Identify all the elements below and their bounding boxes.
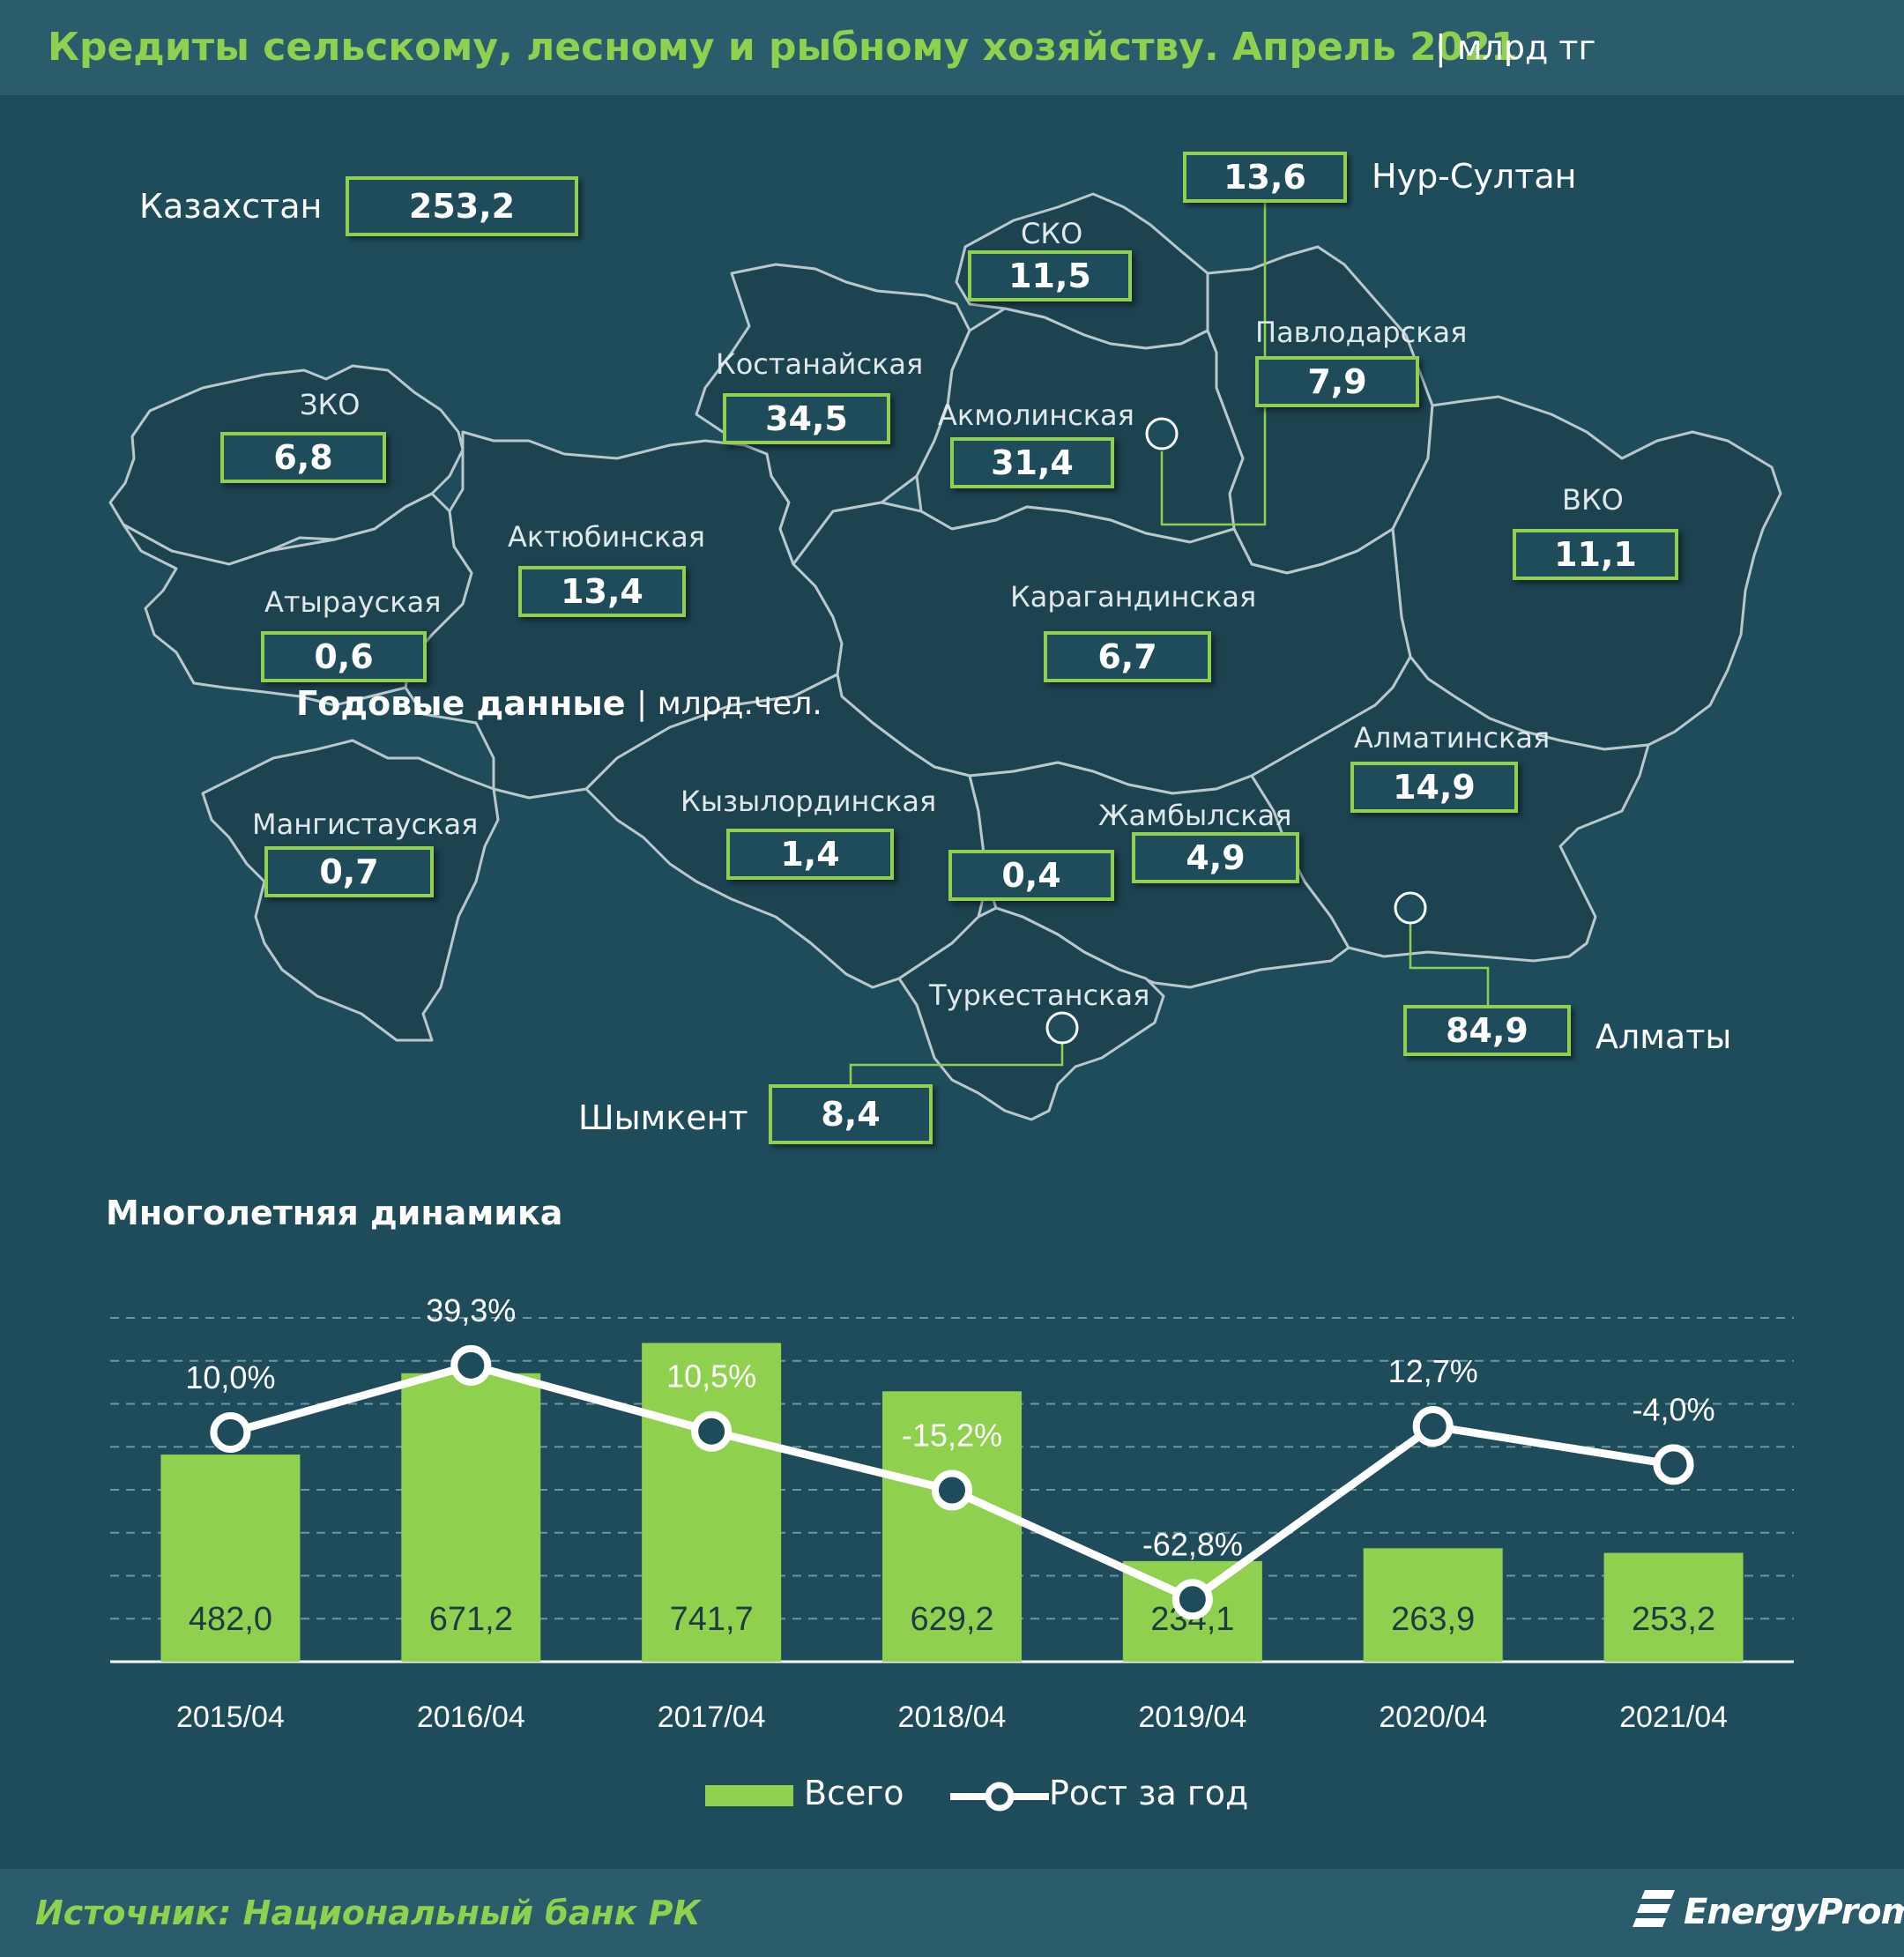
growth-label: 39,3% xyxy=(426,1292,516,1328)
x-tick-label: 2021/04 xyxy=(1619,1700,1728,1734)
unlabeled-region-value: 0,4 xyxy=(948,850,1114,901)
growth-point xyxy=(691,1410,733,1452)
growth-point xyxy=(450,1344,492,1386)
bar-value-label: 482,0 xyxy=(189,1601,272,1638)
almaty-marker xyxy=(1394,891,1427,925)
vko-value: 11,1 xyxy=(1513,529,1678,580)
x-tick-label: 2018/04 xyxy=(898,1700,1007,1734)
brand-logo: EnergyProm xyxy=(1629,1881,1904,1943)
mangistau-name: Мангистауская xyxy=(252,807,479,841)
shymkent-marker xyxy=(1045,1011,1079,1045)
footer-bar xyxy=(0,1869,1904,1957)
bar xyxy=(642,1343,782,1662)
chart-title: Многолетняя динамика xyxy=(106,1194,563,1232)
region-turkestan xyxy=(897,906,1165,1121)
zhambyl-value: 4,9 xyxy=(1132,832,1299,883)
bar xyxy=(1603,1552,1744,1662)
kyzylorda-value: 1,4 xyxy=(726,829,894,880)
energyprom-logo-icon xyxy=(1633,1890,1675,1927)
bar-value-label: 263,9 xyxy=(1391,1601,1475,1638)
title-unit: | млрд тг xyxy=(1435,28,1596,67)
bar xyxy=(401,1373,541,1662)
sko-name: СКО xyxy=(1021,217,1083,250)
annual-title: Годовые данные xyxy=(296,684,626,723)
karaganda-name: Карагандинская xyxy=(1010,580,1257,614)
akmola-value: 31,4 xyxy=(950,437,1114,488)
aktobe-value: 13,4 xyxy=(518,566,686,617)
vko-name: ВКО xyxy=(1562,483,1624,517)
page-title: Кредиты сельскому, лесному и рыбному хоз… xyxy=(48,25,1518,70)
source-note: Источник: Национальный банк РК xyxy=(35,1894,701,1932)
bar-value-label: 671,2 xyxy=(429,1601,513,1638)
legend-bars-label: Всего xyxy=(804,1774,904,1812)
nur-sultan-marker xyxy=(1145,417,1179,450)
brand-name: EnergyProm xyxy=(1684,1892,1904,1932)
kyzylorda-name: Кызылординская xyxy=(681,785,937,818)
aktobe-name: Актюбинская xyxy=(508,520,706,554)
legend-bars-swatch xyxy=(705,1785,793,1806)
atyrau-value: 0,6 xyxy=(261,631,427,682)
zko-name: ЗКО xyxy=(300,388,361,421)
nur-sultan-name: Нур-Султан xyxy=(1372,157,1577,196)
dynamics-chart: 482,0 2015/04 671,2 2016/04 741,7 2017/04 629,… xyxy=(110,1292,1794,1734)
growth-point xyxy=(210,1412,251,1453)
bar xyxy=(882,1391,1022,1662)
connector-shymkent xyxy=(849,1040,1064,1086)
growth-label: -62,8% xyxy=(1142,1526,1243,1562)
kazakhstan-label: Казахстан xyxy=(139,187,323,226)
zko-value: 6,8 xyxy=(220,432,386,483)
pavlodar-value: 7,9 xyxy=(1255,356,1419,407)
bar-value-label: 741,7 xyxy=(670,1601,754,1638)
growth-point xyxy=(932,1470,972,1511)
x-tick-label: 2019/04 xyxy=(1138,1700,1246,1734)
bar xyxy=(1363,1548,1503,1662)
zhambyl-name: Жамбылская xyxy=(1098,799,1292,832)
connector-almaty xyxy=(1409,924,1490,1009)
growth-label: 10,5% xyxy=(666,1358,756,1395)
growth-point xyxy=(1171,1579,1213,1620)
kostanay-name: Костанайская xyxy=(716,347,924,381)
growth-point xyxy=(1412,1405,1454,1447)
growth-label: -15,2% xyxy=(902,1418,1002,1454)
almaty-obl-value: 14,9 xyxy=(1350,762,1518,813)
nur-sultan-value: 13,6 xyxy=(1183,152,1347,203)
shymkent-value: 8,4 xyxy=(769,1084,933,1144)
almaty-name: Алматы xyxy=(1595,1017,1732,1056)
bar-value-label: 253,2 xyxy=(1632,1601,1715,1638)
kostanay-value: 34,5 xyxy=(723,393,890,444)
karaganda-value: 6,7 xyxy=(1044,631,1211,682)
legend-line-swatch xyxy=(950,1782,1049,1812)
almaty-obl-name: Алматинская xyxy=(1354,721,1551,755)
almaty-value: 84,9 xyxy=(1403,1005,1571,1056)
turkestan-name: Туркестанская xyxy=(929,978,1150,1012)
kazakhstan-value: 253,2 xyxy=(346,176,578,236)
bar xyxy=(160,1455,301,1662)
pavlodar-name: Павлодарская xyxy=(1255,316,1468,349)
growth-label: -4,0% xyxy=(1633,1391,1715,1427)
x-tick-label: 2016/04 xyxy=(417,1700,525,1734)
growth-point xyxy=(1653,1444,1694,1485)
sko-value: 11,5 xyxy=(968,250,1132,301)
x-tick-label: 2015/04 xyxy=(176,1700,285,1734)
annual-unit: | млрд.чел. xyxy=(636,686,822,722)
header-bar xyxy=(0,0,1904,95)
x-tick-label: 2020/04 xyxy=(1379,1700,1487,1734)
shymkent-name: Шымкент xyxy=(578,1098,748,1137)
akmola-name: Акмолинская xyxy=(938,398,1134,432)
growth-label: 12,7% xyxy=(1388,1353,1478,1389)
bar-value-label: 629,2 xyxy=(910,1601,993,1638)
growth-label: 10,0% xyxy=(185,1359,275,1395)
x-tick-label: 2017/04 xyxy=(658,1700,766,1734)
mangistau-value: 0,7 xyxy=(264,846,434,897)
legend-line-label: Рост за год xyxy=(1049,1774,1249,1812)
atyrau-name: Атырауская xyxy=(264,585,442,619)
